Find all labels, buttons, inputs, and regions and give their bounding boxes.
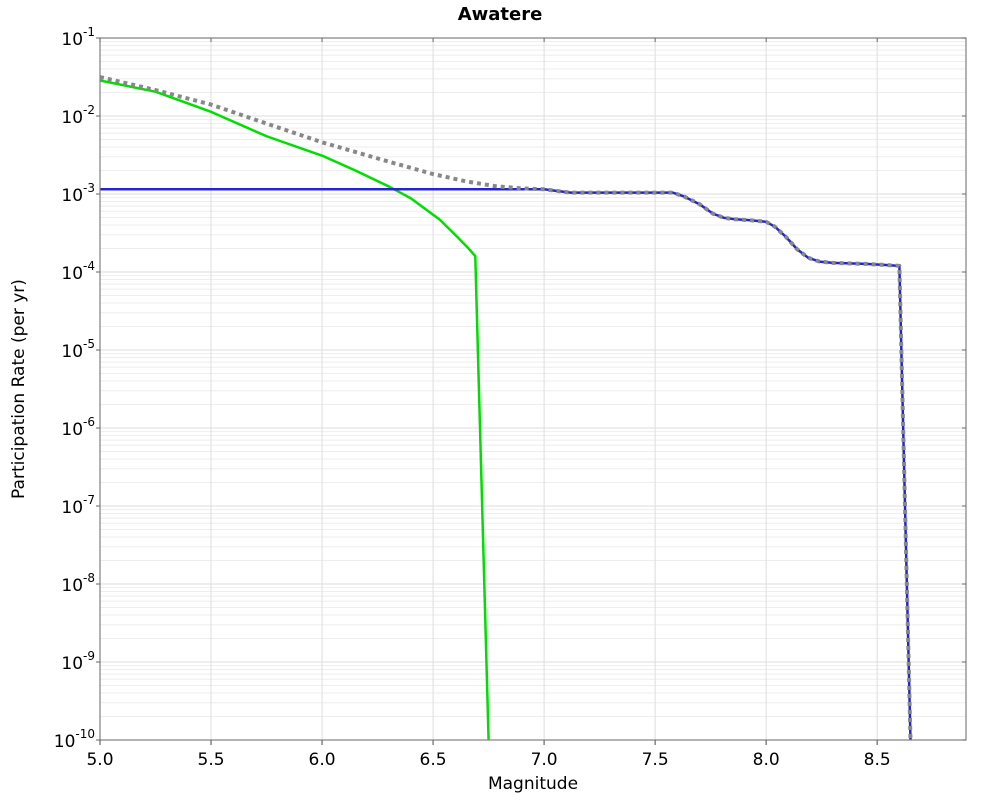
y-tick-label: 10-6	[61, 415, 95, 440]
y-tick-label: 10-10	[54, 727, 95, 752]
x-tick-label: 6.5	[420, 750, 447, 770]
x-tick-label: 6.0	[309, 750, 336, 770]
chart-title: Awatere	[457, 4, 543, 25]
y-tick-label: 10-3	[61, 181, 95, 206]
y-tick-label: 10-4	[61, 259, 95, 284]
y-tick-label: 10-2	[61, 103, 95, 128]
series-green-line	[99, 79, 490, 741]
x-axis-label: Magnitude	[487, 774, 579, 794]
x-tick-label: 5.0	[86, 750, 113, 770]
y-tick-label: 10-9	[61, 649, 95, 674]
y-tick-label: 10-7	[61, 493, 95, 518]
x-tick-label: 8.5	[864, 750, 891, 770]
y-tick-label: 10-1	[61, 25, 95, 50]
x-tick-label: 7.0	[531, 750, 558, 770]
series-gray-dotted-line	[99, 75, 913, 741]
y-tick-label: 10-8	[61, 571, 95, 596]
x-tick-label: 8.0	[753, 750, 780, 770]
x-tick-label: 7.5	[642, 750, 669, 770]
plot-frame	[99, 37, 967, 741]
x-tick-label: 5.5	[198, 750, 225, 770]
y-tick-label: 10-5	[61, 337, 95, 362]
